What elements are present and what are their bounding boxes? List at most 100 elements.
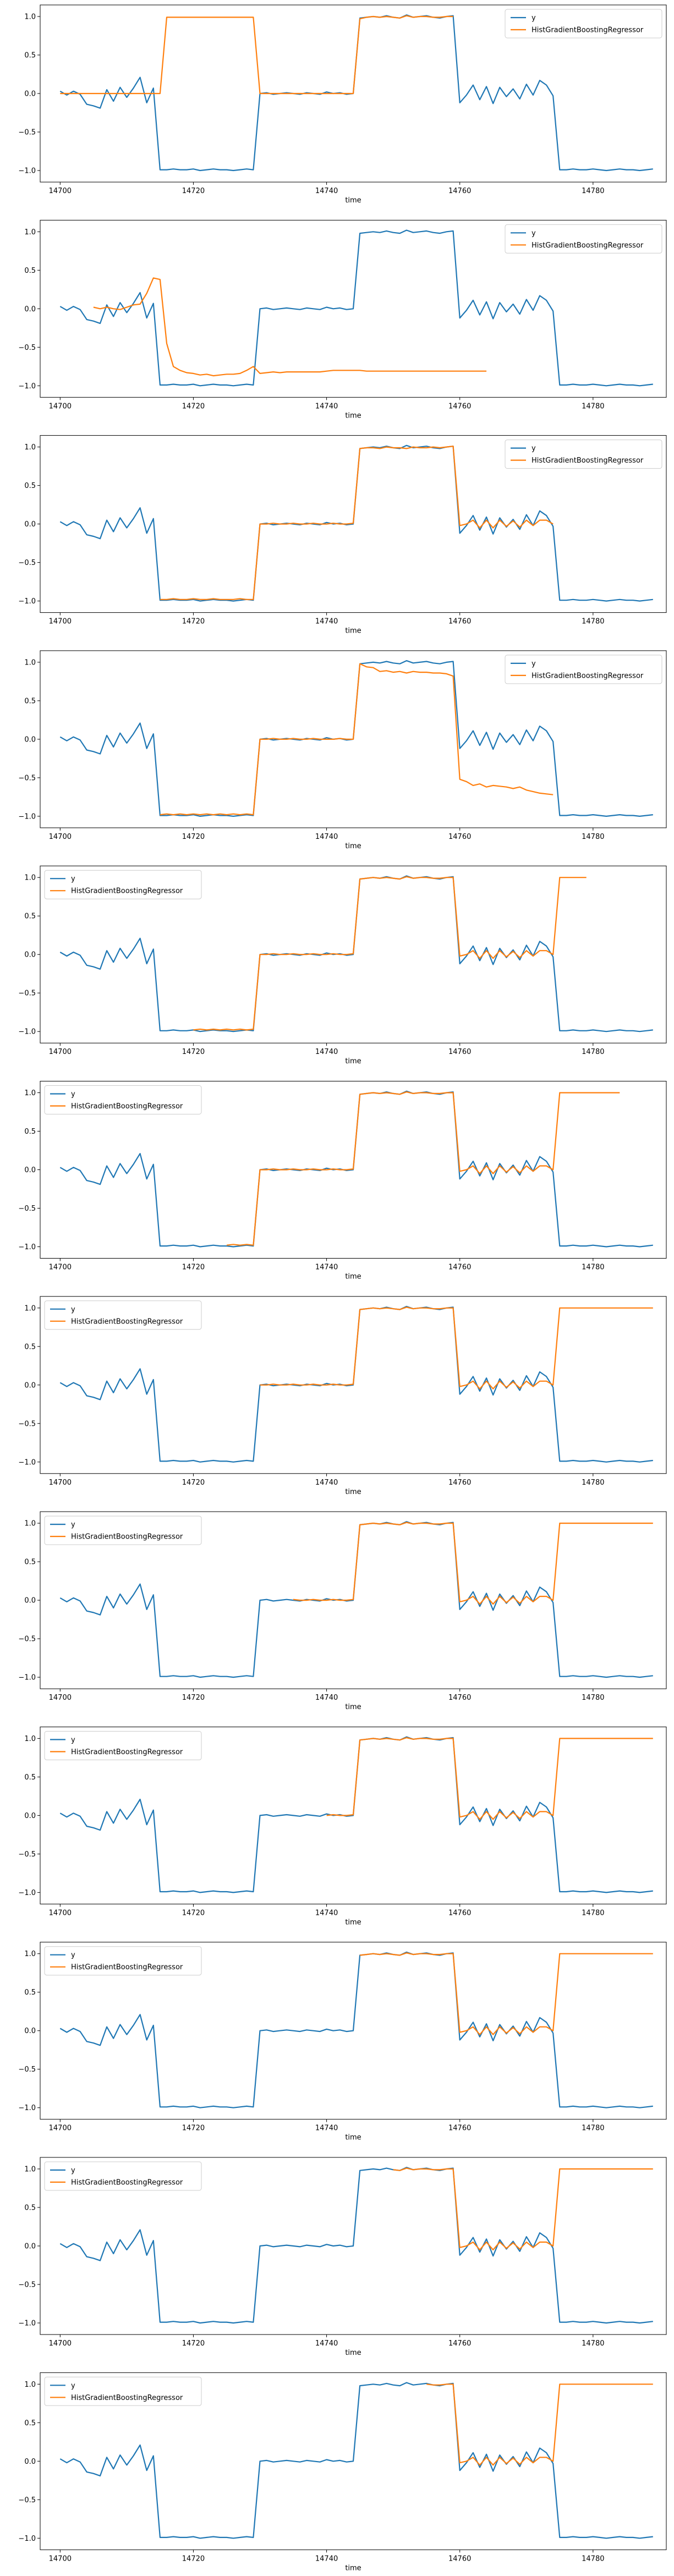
x-tick-label: 14780: [582, 2339, 604, 2348]
x-tick-label: 14760: [448, 1694, 471, 1702]
x-tick-label: 14720: [182, 187, 205, 195]
x-tick-label: 14760: [448, 1909, 471, 1917]
x-tick-label: 14760: [448, 833, 471, 841]
x-tick-label: 14700: [49, 187, 72, 195]
y-tick-label: 1.0: [24, 2381, 36, 2389]
y-tick-label: 1.0: [24, 2166, 36, 2174]
x-tick-label: 14720: [182, 1264, 205, 1272]
chart-panel-6: 14700 14720 14740 14760 14780 −1.0 −0.5 0.0 0.5 1…: [18, 1081, 667, 1281]
y-tick-label: 1.0: [24, 1950, 36, 1958]
x-tick-label: 14720: [182, 2555, 205, 2563]
x-tick-label: 14760: [448, 2124, 471, 2133]
series-line-y: [59, 14, 653, 172]
x-tick-label: 14700: [49, 1694, 72, 1702]
x-tick-label: 14700: [49, 2339, 72, 2348]
y-tick-label: 0.0: [24, 1381, 36, 1389]
x-tick-label: 14700: [49, 1264, 72, 1272]
series-line-y: [59, 875, 653, 1032]
chart-panel-5: 14700 14720 14740 14760 14780 −1.0 −0.5 0.0 0.5 1…: [18, 865, 667, 1065]
legend: y HistGradientBoostingRegressor: [44, 870, 202, 899]
x-axis-label: time: [345, 1488, 361, 1496]
legend-box: [44, 870, 202, 899]
x-tick-label: 14780: [582, 1048, 604, 1056]
x-tick-label: 14780: [582, 1909, 604, 1917]
y-tick-label: −1.0: [18, 1889, 36, 1897]
x-tick-label: 14780: [582, 1479, 604, 1487]
y-tick-label: 0.5: [24, 697, 36, 705]
chart-panel-12: 14700 14720 14740 14760 14780 −1.0 −0.5 0.0 0.5 1…: [18, 2372, 667, 2572]
y-tick-label: −0.5: [18, 1850, 36, 1859]
y-tick-label: −0.5: [18, 1635, 36, 1644]
legend-box: [505, 440, 662, 469]
legend-box: [44, 2376, 202, 2406]
x-tick-label: 14780: [582, 1264, 604, 1272]
legend: y HistGradientBoostingRegressor: [505, 9, 662, 39]
y-tick-label: 0.0: [24, 2243, 36, 2251]
y-tick-label: −0.5: [18, 344, 36, 352]
x-tick-label: 14760: [448, 2555, 471, 2563]
series-line-y: [59, 1090, 653, 1248]
x-axis-label: time: [345, 1703, 361, 1711]
y-tick-label: 0.0: [24, 2027, 36, 2035]
x-tick-label: 14760: [448, 2339, 471, 2348]
x-axis-label: time: [345, 196, 361, 205]
legend: y HistGradientBoostingRegressor: [44, 2161, 202, 2191]
legend-entry: HistGradientBoostingRegressor: [531, 672, 644, 680]
legend: y HistGradientBoostingRegressor: [505, 655, 662, 684]
series-line-model: [260, 1306, 653, 1389]
x-tick-label: 14760: [448, 187, 471, 195]
x-axis-label: time: [345, 842, 361, 850]
legend-entry: y: [71, 1736, 75, 1744]
series-line-model: [326, 1737, 653, 1820]
legend-entry: HistGradientBoostingRegressor: [71, 2179, 183, 2187]
y-tick-label: 1.0: [24, 1089, 36, 1097]
x-tick-label: 14760: [448, 1048, 471, 1056]
series-line-model: [93, 277, 487, 377]
legend: y HistGradientBoostingRegressor: [505, 224, 662, 254]
x-tick-label: 14760: [448, 1264, 471, 1272]
x-tick-label: 14780: [582, 2555, 604, 2563]
chart-panel-7: 14700 14720 14740 14760 14780 −1.0 −0.5 0.0 0.5 1…: [18, 1296, 667, 1496]
legend-entry: HistGradientBoostingRegressor: [71, 1748, 183, 1756]
chart-panel-1: 14700 14720 14740 14760 14780 −1.0 −0.5 0.0 0.5 1…: [18, 4, 667, 205]
y-tick-label: 1.0: [24, 443, 36, 452]
legend-box: [44, 2161, 202, 2191]
legend-entry: HistGradientBoostingRegressor: [71, 1963, 183, 1971]
x-tick-label: 14740: [315, 187, 338, 195]
y-tick-label: 0.5: [24, 1343, 36, 1351]
legend-entry: HistGradientBoostingRegressor: [71, 2394, 183, 2402]
legend: y HistGradientBoostingRegressor: [44, 1731, 202, 1760]
chart-panel-2: 14700 14720 14740 14760 14780 −1.0 −0.5 0.0 0.5 1…: [18, 219, 667, 420]
y-tick-label: −1.0: [18, 1243, 36, 1251]
x-tick-label: 14740: [315, 1694, 338, 1702]
x-axis-label: time: [345, 2349, 361, 2357]
legend-entry: HistGradientBoostingRegressor: [71, 1533, 183, 1541]
x-tick-label: 14760: [448, 1479, 471, 1487]
x-tick-label: 14740: [315, 833, 338, 841]
y-tick-label: −1.0: [18, 167, 36, 175]
x-tick-label: 14700: [49, 402, 72, 410]
series-line-y: [59, 2382, 653, 2539]
y-tick-label: 0.5: [24, 913, 36, 921]
legend-entry: HistGradientBoostingRegressor: [531, 26, 644, 35]
y-tick-label: −1.0: [18, 1458, 36, 1466]
legend: y HistGradientBoostingRegressor: [44, 1300, 202, 1330]
x-tick-label: 14780: [582, 187, 604, 195]
x-tick-label: 14740: [315, 2339, 338, 2348]
legend: y HistGradientBoostingRegressor: [44, 1515, 202, 1545]
y-tick-label: −1.0: [18, 1028, 36, 1036]
chart-panel-4: 14700 14720 14740 14760 14780 −1.0 −0.5 0.0 0.5 1…: [18, 650, 667, 850]
x-axis-label: time: [345, 1273, 361, 1281]
x-tick-label: 14760: [448, 618, 471, 626]
y-tick-label: 0.5: [24, 1128, 36, 1136]
x-tick-label: 14700: [49, 1909, 72, 1917]
y-tick-label: −0.5: [18, 129, 36, 137]
series-line-model: [393, 2167, 653, 2251]
legend-entry: HistGradientBoostingRegressor: [531, 241, 644, 250]
series-line-y: [59, 660, 653, 817]
y-tick-label: 0.5: [24, 52, 36, 60]
legend-entry: HistGradientBoostingRegressor: [531, 457, 644, 465]
legend-entry: y: [531, 14, 536, 23]
legend-entry: y: [71, 1521, 75, 1529]
legend-entry: HistGradientBoostingRegressor: [71, 887, 183, 896]
